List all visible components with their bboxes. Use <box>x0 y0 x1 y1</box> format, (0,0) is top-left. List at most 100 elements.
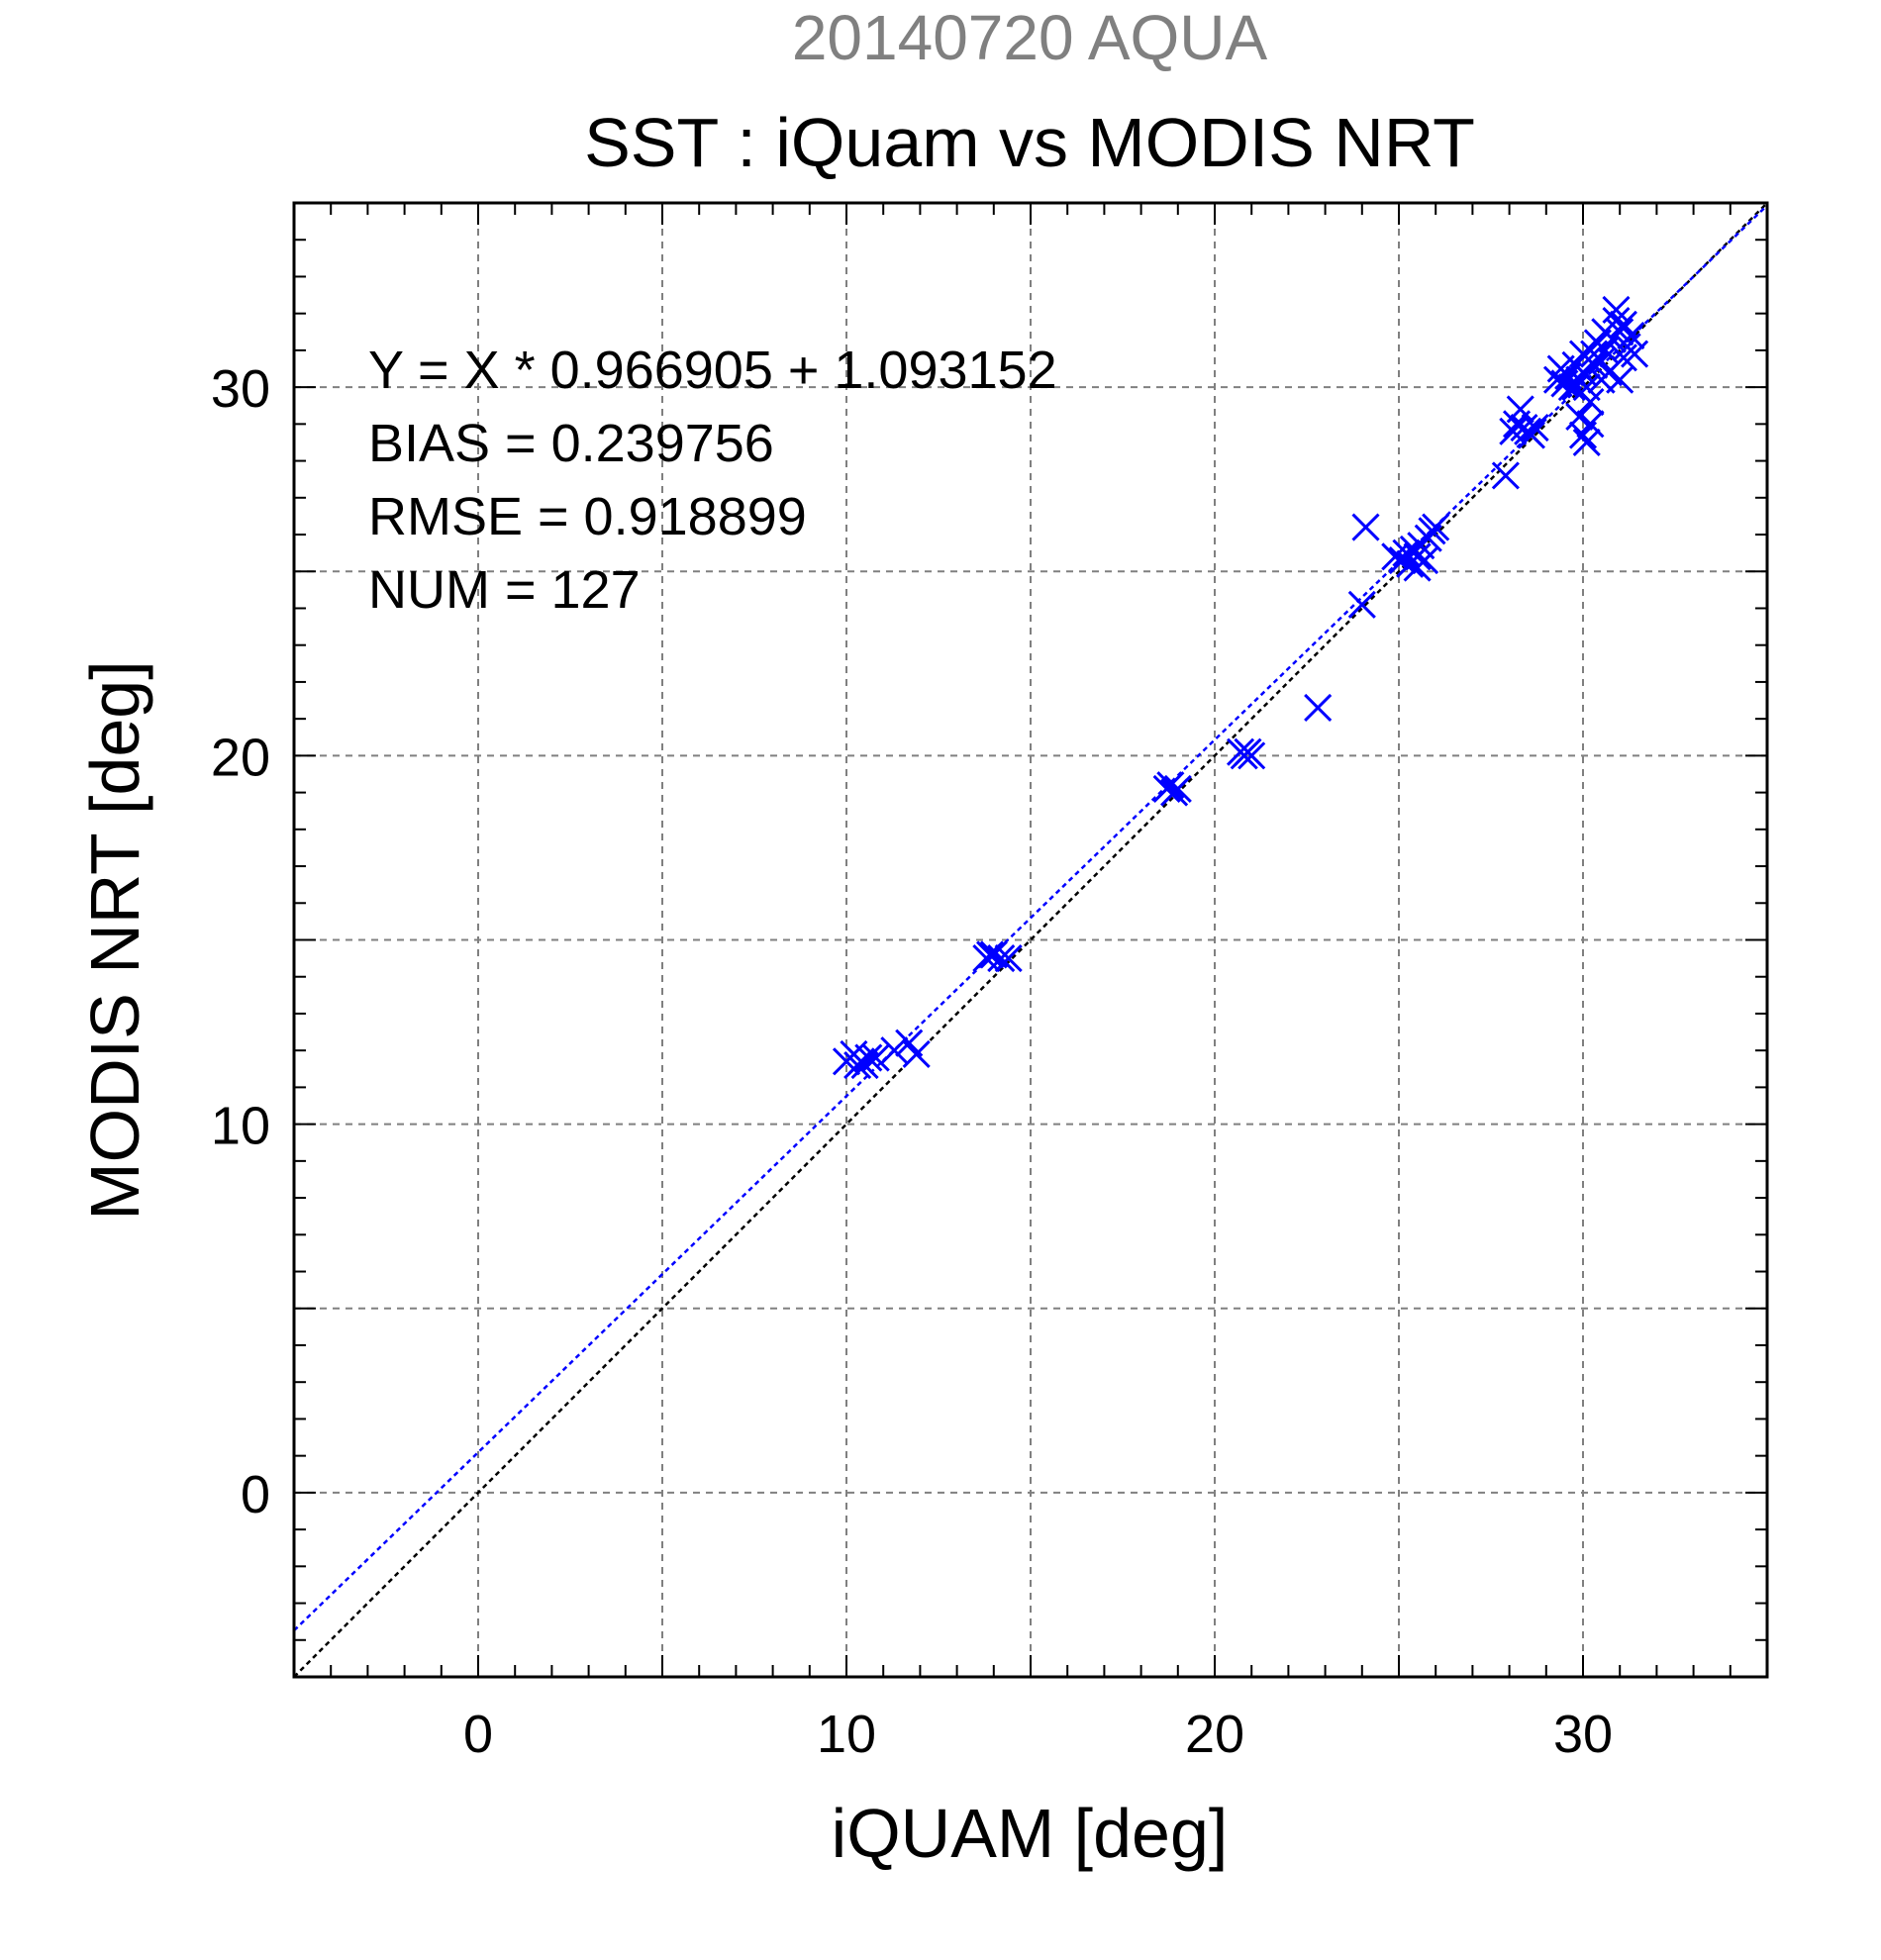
data-point-stroke <box>1576 387 1605 417</box>
data-point <box>1580 350 1609 379</box>
data-point-stroke <box>1499 417 1528 445</box>
data-point <box>1621 340 1649 368</box>
data-point-stroke <box>1621 340 1649 368</box>
data-point <box>1392 539 1421 567</box>
x-tick-label: 20 <box>1185 1705 1244 1764</box>
data-point-stroke <box>1606 318 1634 346</box>
y-tick-label: 10 <box>211 1097 270 1156</box>
data-point-stroke <box>1491 461 1520 490</box>
data-point-stroke <box>1576 410 1605 439</box>
data-point <box>880 1036 909 1065</box>
data-point-stroke <box>1422 513 1450 541</box>
data-point <box>1542 365 1572 394</box>
data-point <box>1521 414 1549 442</box>
data-point-stroke <box>1347 590 1376 619</box>
data-point <box>1351 513 1380 541</box>
data-point <box>1163 774 1192 803</box>
stats-box: Y = X * 0.966905 + 1.093152 BIAS = 0.239… <box>368 341 1057 620</box>
data-point-stroke <box>1572 373 1601 402</box>
data-point-stroke <box>1521 414 1549 442</box>
data-point <box>1587 365 1616 394</box>
data-point-stroke <box>1561 373 1590 402</box>
data-point-stroke <box>1602 295 1631 325</box>
data-point <box>1381 542 1410 571</box>
data-point <box>1572 428 1601 457</box>
data-point-stroke <box>987 944 1016 973</box>
y-axis-label: MODIS NRT [deg] <box>76 660 153 1220</box>
chart-title: SST : iQuam vs MODIS NRT <box>584 104 1475 181</box>
data-point <box>1576 410 1605 439</box>
data-point-stroke <box>1587 365 1616 394</box>
data-point <box>1499 417 1528 445</box>
data-points <box>832 295 1649 1080</box>
data-point-stroke <box>1392 539 1421 567</box>
data-point-stroke <box>1517 421 1545 449</box>
data-point <box>994 944 1023 973</box>
data-point-stroke <box>902 1039 931 1068</box>
data-point-stroke <box>979 940 1008 969</box>
data-point-stroke <box>1381 542 1410 571</box>
plot-frame <box>292 201 1769 1679</box>
data-point-stroke <box>1609 310 1637 339</box>
data-point <box>1561 373 1590 402</box>
stats-rmse: RMSE = 0.918899 <box>368 487 807 546</box>
y-tick-label: 0 <box>241 1465 270 1524</box>
data-point <box>1403 553 1432 582</box>
data-point-stroke <box>976 940 1005 969</box>
data-point-stroke <box>1403 553 1432 582</box>
data-point <box>1591 318 1620 346</box>
data-point-stroke <box>880 1036 909 1065</box>
data-point-stroke <box>1304 693 1333 723</box>
data-point <box>1506 395 1534 424</box>
chart-suptitle: 20140720 AQUA <box>792 2 1268 73</box>
data-point <box>1156 771 1185 800</box>
data-point-stroke <box>1156 771 1185 800</box>
data-point <box>1422 513 1450 541</box>
x-tick-label: 30 <box>1553 1705 1613 1764</box>
data-point <box>1403 542 1432 571</box>
data-point-stroke <box>1591 318 1620 346</box>
data-point <box>976 940 1005 969</box>
data-point-stroke <box>861 1043 890 1072</box>
data-point-stroke <box>1580 350 1609 379</box>
data-point-stroke <box>1506 395 1534 424</box>
data-point <box>1606 318 1634 346</box>
data-point <box>1347 590 1376 619</box>
y-tick-label: 20 <box>211 728 270 787</box>
regression-line <box>293 204 1768 1632</box>
data-point <box>1238 741 1266 770</box>
data-point <box>1491 461 1520 490</box>
grid-lines <box>294 203 1767 1677</box>
data-point <box>902 1039 931 1068</box>
stats-num: NUM = 127 <box>368 560 641 620</box>
data-point-stroke <box>1565 402 1594 431</box>
data-point <box>854 1043 883 1072</box>
tick-labels: 0 10 20 30 0 10 20 30 <box>211 359 1613 1764</box>
data-point <box>1609 310 1637 339</box>
data-point-stroke <box>1351 513 1380 541</box>
data-point <box>1304 693 1333 723</box>
stats-regression: Y = X * 0.966905 + 1.093152 <box>368 341 1057 400</box>
data-point <box>861 1043 890 1072</box>
x-tick-label: 0 <box>463 1705 493 1764</box>
data-point-stroke <box>994 944 1023 973</box>
data-point-stroke <box>1617 321 1645 350</box>
data-point <box>987 944 1016 973</box>
data-point-stroke <box>854 1043 883 1072</box>
y-tick-label: 30 <box>211 359 270 419</box>
data-point <box>1517 421 1545 449</box>
data-point <box>1602 295 1631 325</box>
data-point-stroke <box>1403 542 1432 571</box>
x-tick-label: 10 <box>817 1705 876 1764</box>
x-axis-label: iQUAM [deg] <box>832 1795 1229 1872</box>
data-point-stroke <box>1238 741 1266 770</box>
data-point-stroke <box>1163 774 1192 803</box>
data-point-stroke <box>1542 365 1572 394</box>
data-point-stroke <box>1609 343 1637 372</box>
data-point <box>1609 343 1637 372</box>
stats-bias: BIAS = 0.239756 <box>368 414 774 473</box>
data-point-stroke <box>895 1029 924 1057</box>
reference-lines <box>293 202 1768 1678</box>
data-point-stroke <box>1572 428 1601 457</box>
